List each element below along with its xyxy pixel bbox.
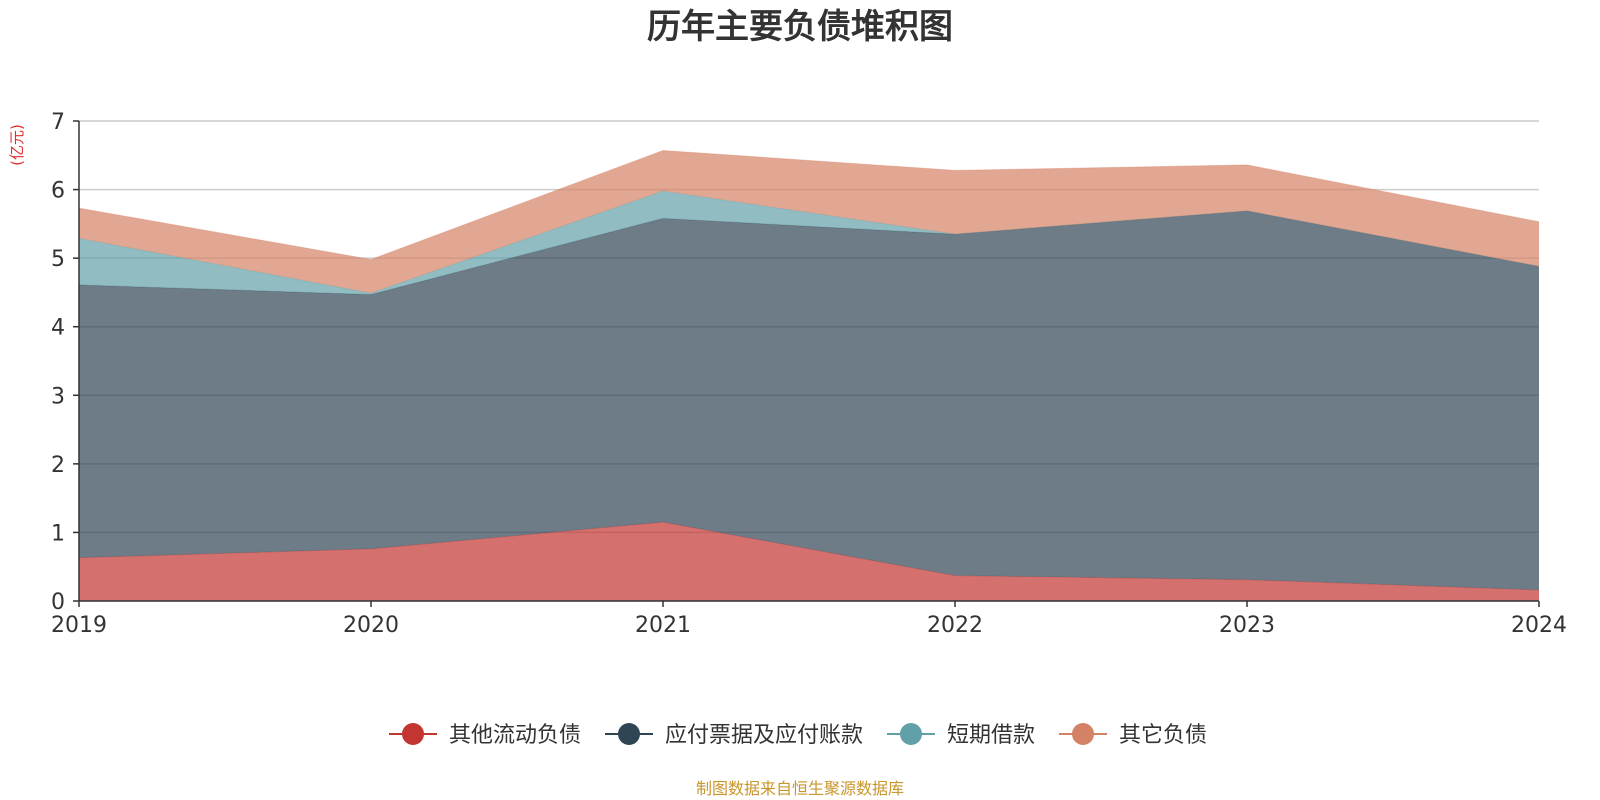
legend-item-1[interactable]: 其他流动负债 — [389, 723, 581, 748]
x-tick-label: 2023 — [1219, 613, 1275, 638]
legend-dot-marker — [900, 723, 922, 745]
y-tick-label: 0 — [51, 590, 65, 615]
legend-dot-marker — [1072, 723, 1094, 745]
y-tick-label: 1 — [51, 521, 65, 546]
area-series-1-edge — [78, 521, 1540, 591]
area-series-3 — [79, 190, 1539, 295]
legend-label: 其他流动负债 — [449, 723, 581, 748]
area-series-4 — [79, 150, 1539, 294]
y-axis-unit-label: (亿元) — [8, 124, 26, 166]
stacked-areas — [78, 149, 1540, 601]
y-tick-label: 4 — [51, 316, 65, 341]
legend-label: 其它负债 — [1119, 723, 1207, 748]
legend-dot-marker — [402, 723, 424, 745]
x-tick-label: 2020 — [343, 613, 399, 638]
y-tick-label: 6 — [51, 179, 65, 204]
axes: 0 1 2 3 4 5 6 7 2019 2020 2021 2022 2023 2024 — [51, 110, 1567, 638]
area-series-2 — [79, 210, 1539, 591]
area-series-4-edge — [78, 149, 1540, 261]
legend-label: 应付票据及应付账款 — [665, 723, 863, 748]
x-tick-label: 2019 — [51, 613, 107, 638]
legend-item-3[interactable]: 短期借款 — [887, 723, 1035, 748]
y-tick-label: 2 — [51, 453, 65, 478]
chart-title: 历年主要负债堆积图 — [647, 7, 953, 47]
y-tick-label: 3 — [51, 384, 65, 409]
legend-label: 短期借款 — [947, 723, 1035, 748]
legend-item-2[interactable]: 应付票据及应付账款 — [605, 723, 863, 748]
y-tick-label: 5 — [51, 247, 65, 272]
data-source-note: 制图数据来自恒生聚源数据库 — [696, 779, 904, 798]
y-tick-label: 7 — [51, 110, 65, 135]
legend-item-4[interactable]: 其它负债 — [1059, 723, 1207, 748]
x-tick-label: 2021 — [635, 613, 691, 638]
legend[interactable]: 其他流动负债 应付票据及应付账款 短期借款 其它负债 — [389, 723, 1207, 748]
area-series-1 — [79, 522, 1539, 601]
legend-dot-marker — [618, 723, 640, 745]
x-tick-label: 2022 — [927, 613, 983, 638]
x-tick-label: 2024 — [1511, 613, 1567, 638]
